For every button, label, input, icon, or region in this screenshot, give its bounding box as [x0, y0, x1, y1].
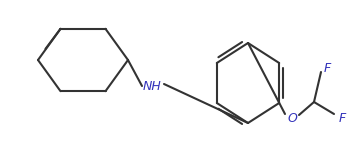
Text: O: O — [287, 112, 297, 124]
Text: NH: NH — [143, 79, 161, 93]
Text: F: F — [323, 62, 331, 74]
Text: F: F — [338, 112, 346, 124]
